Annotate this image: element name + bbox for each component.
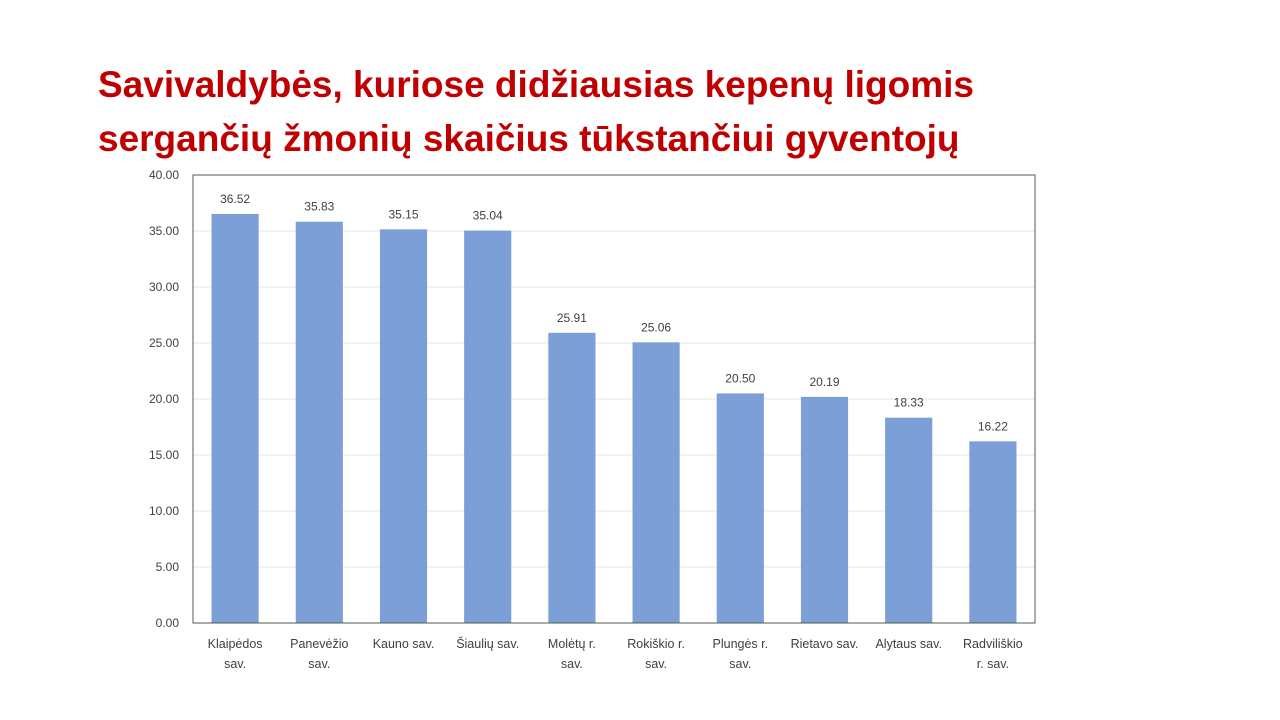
x-category-label: Rokiškio r.	[627, 637, 685, 651]
y-tick-label: 35.00	[149, 224, 179, 238]
bar	[211, 213, 259, 623]
y-tick-label: 25.00	[149, 336, 179, 350]
x-category-label: Šiaulių sav.	[456, 636, 519, 651]
bar	[716, 393, 764, 623]
y-axis-tick-labels: 0.00 5.00 10.00 15.00 20.00 25.00 30.00 35.00 40…	[149, 168, 179, 630]
x-category-label: sav.	[308, 657, 330, 671]
data-label: 25.06	[641, 320, 671, 334]
y-tick-label: 30.00	[149, 280, 179, 294]
y-tick-label: 40.00	[149, 168, 179, 182]
data-label: 35.83	[304, 200, 334, 214]
plot-area-border	[192, 174, 1036, 624]
x-category-label: sav.	[561, 657, 583, 671]
bar	[885, 417, 933, 623]
x-category-label: sav.	[224, 657, 246, 671]
y-tick-label: 5.00	[156, 560, 180, 574]
bars	[211, 213, 1017, 624]
data-labels: 36.52 35.83 35.15 35.04 25.91 25.06 20.50 20.19…	[220, 192, 1008, 433]
bar	[969, 441, 1017, 623]
data-label: 16.22	[978, 419, 1008, 433]
bar	[379, 229, 428, 623]
bar	[464, 230, 512, 623]
bar	[632, 342, 680, 623]
data-label: 25.91	[557, 311, 587, 325]
y-tick-label: 15.00	[149, 448, 179, 462]
x-category-label: Plungės r.	[713, 637, 769, 651]
data-label: 35.04	[473, 209, 503, 223]
data-label: 35.15	[388, 207, 418, 221]
slide-title: Savivaldybės, kuriose didžiausias kepenų…	[98, 58, 1158, 166]
data-label: 20.19	[809, 375, 839, 389]
x-category-label: Rietavo sav.	[791, 637, 859, 651]
data-label: 20.50	[725, 371, 755, 385]
y-tick-label: 20.00	[149, 392, 179, 406]
slide-title-line-2: sergančių žmonių skaičius tūkstančiui gy…	[98, 118, 960, 159]
x-category-label: Klaipėdos	[208, 637, 263, 651]
x-category-label: sav.	[729, 657, 751, 671]
bar	[295, 221, 343, 624]
y-tick-label: 10.00	[149, 504, 179, 518]
x-category-label: Kauno sav.	[373, 637, 435, 651]
x-category-label: Radviliškio	[963, 637, 1023, 651]
x-category-label: Panevėžio	[290, 637, 348, 651]
y-tick-label: 0.00	[156, 616, 180, 630]
bar	[800, 396, 849, 623]
bar	[548, 332, 596, 623]
x-category-label: sav.	[645, 657, 667, 671]
x-category-label: Molėtų r.	[548, 637, 596, 651]
x-category-label: r. sav.	[977, 657, 1009, 671]
data-label: 36.52	[220, 192, 250, 206]
slide-title-line-1: Savivaldybės, kuriose didžiausias kepenų…	[98, 64, 975, 105]
data-label: 18.33	[894, 396, 924, 410]
x-axis-category-labels: Klaipėdos sav. Panevėžio sav. Kauno sav. Šiau…	[208, 636, 1023, 671]
x-category-label: Alytaus sav.	[875, 637, 941, 651]
